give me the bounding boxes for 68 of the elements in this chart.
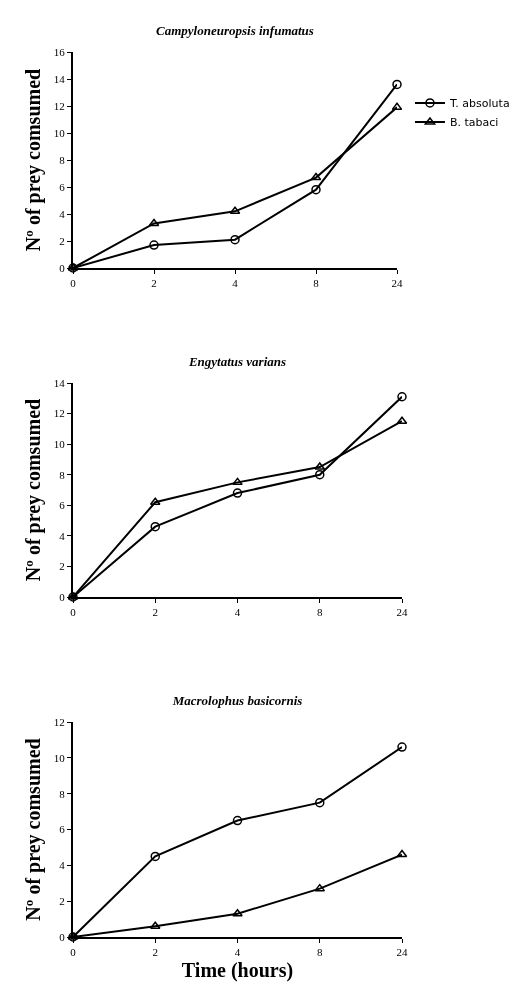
y-axis-title: Nº of prey comsumed bbox=[21, 68, 45, 252]
x-tick-label: 0 bbox=[70, 277, 77, 290]
y-tick-label: 6 bbox=[59, 823, 66, 836]
y-tick-label: 10 bbox=[53, 437, 66, 450]
x-tick-label: 2 bbox=[152, 606, 158, 619]
y-tick-label: 6 bbox=[59, 499, 66, 512]
y-axis-title: Nº of prey comsumed bbox=[21, 738, 45, 921]
point bbox=[392, 79, 402, 90]
x-tick-label: 0 bbox=[70, 946, 77, 959]
y-tick-label: 12 bbox=[53, 715, 65, 728]
x-tick-label: 2 bbox=[151, 277, 157, 290]
point bbox=[148, 218, 160, 227]
y-tick-label: 6 bbox=[59, 180, 66, 193]
point bbox=[232, 908, 243, 917]
point bbox=[391, 102, 403, 111]
y-tick-label: 10 bbox=[53, 126, 66, 139]
point bbox=[310, 172, 322, 181]
point bbox=[230, 234, 240, 245]
y-tick-label: 12 bbox=[53, 99, 65, 112]
chart-title: Campyloneuropsis infumatus bbox=[156, 22, 314, 38]
y-tick-label: 4 bbox=[59, 529, 66, 542]
y-tick-label: 4 bbox=[59, 859, 66, 872]
chart-title: Macrolophus basicornis bbox=[171, 692, 303, 708]
point bbox=[232, 815, 243, 826]
x-tick-label: 4 bbox=[232, 277, 239, 290]
point bbox=[396, 849, 408, 858]
y-tick-label: 0 bbox=[59, 590, 66, 603]
y-tick-label: 14 bbox=[53, 72, 66, 85]
point bbox=[315, 797, 325, 808]
y-tick-label: 14 bbox=[53, 376, 66, 389]
y-tick-label: 2 bbox=[59, 234, 65, 247]
point bbox=[232, 488, 243, 498]
point bbox=[397, 392, 407, 402]
point bbox=[150, 851, 160, 862]
legend-label: T. absoluta bbox=[448, 97, 510, 111]
y-tick-label: 16 bbox=[53, 45, 66, 58]
x-tick-label: 2 bbox=[152, 946, 158, 959]
y-tick-label: 10 bbox=[53, 751, 66, 764]
chart-title: Engytatus varians bbox=[187, 353, 287, 369]
y-axis-title: Nº of prey comsumed bbox=[21, 398, 45, 582]
x-tick-label: 24 bbox=[396, 946, 408, 959]
point bbox=[397, 742, 407, 752]
y-tick-label: 8 bbox=[59, 787, 66, 800]
point bbox=[315, 469, 325, 480]
point bbox=[232, 477, 243, 486]
x-tick-label: 4 bbox=[234, 606, 241, 619]
legend-label: B. tabaci bbox=[449, 116, 499, 130]
y-tick-label: 4 bbox=[59, 207, 66, 220]
y-tick-label: 8 bbox=[59, 468, 66, 481]
y-tick-label: 2 bbox=[59, 895, 65, 908]
x-tick-label: 0 bbox=[70, 606, 77, 619]
y-tick-label: 8 bbox=[59, 153, 66, 166]
y-tick-label: 0 bbox=[59, 930, 66, 943]
x-tick-label: 24 bbox=[391, 277, 403, 290]
x-tick-label: 4 bbox=[234, 946, 241, 959]
x-tick-label: 8 bbox=[317, 606, 323, 619]
y-tick-label: 0 bbox=[59, 261, 66, 274]
y-tick-label: 2 bbox=[59, 560, 65, 573]
point bbox=[311, 184, 321, 195]
x-tick-label: 24 bbox=[396, 606, 408, 619]
point bbox=[229, 206, 241, 215]
x-tick-label: 8 bbox=[317, 946, 323, 959]
y-tick-label: 12 bbox=[53, 407, 65, 420]
point bbox=[150, 521, 160, 532]
point bbox=[314, 883, 326, 892]
x-tick-label: 8 bbox=[313, 277, 320, 290]
x-axis-title: Time (hours) bbox=[181, 959, 294, 983]
point bbox=[149, 240, 159, 250]
